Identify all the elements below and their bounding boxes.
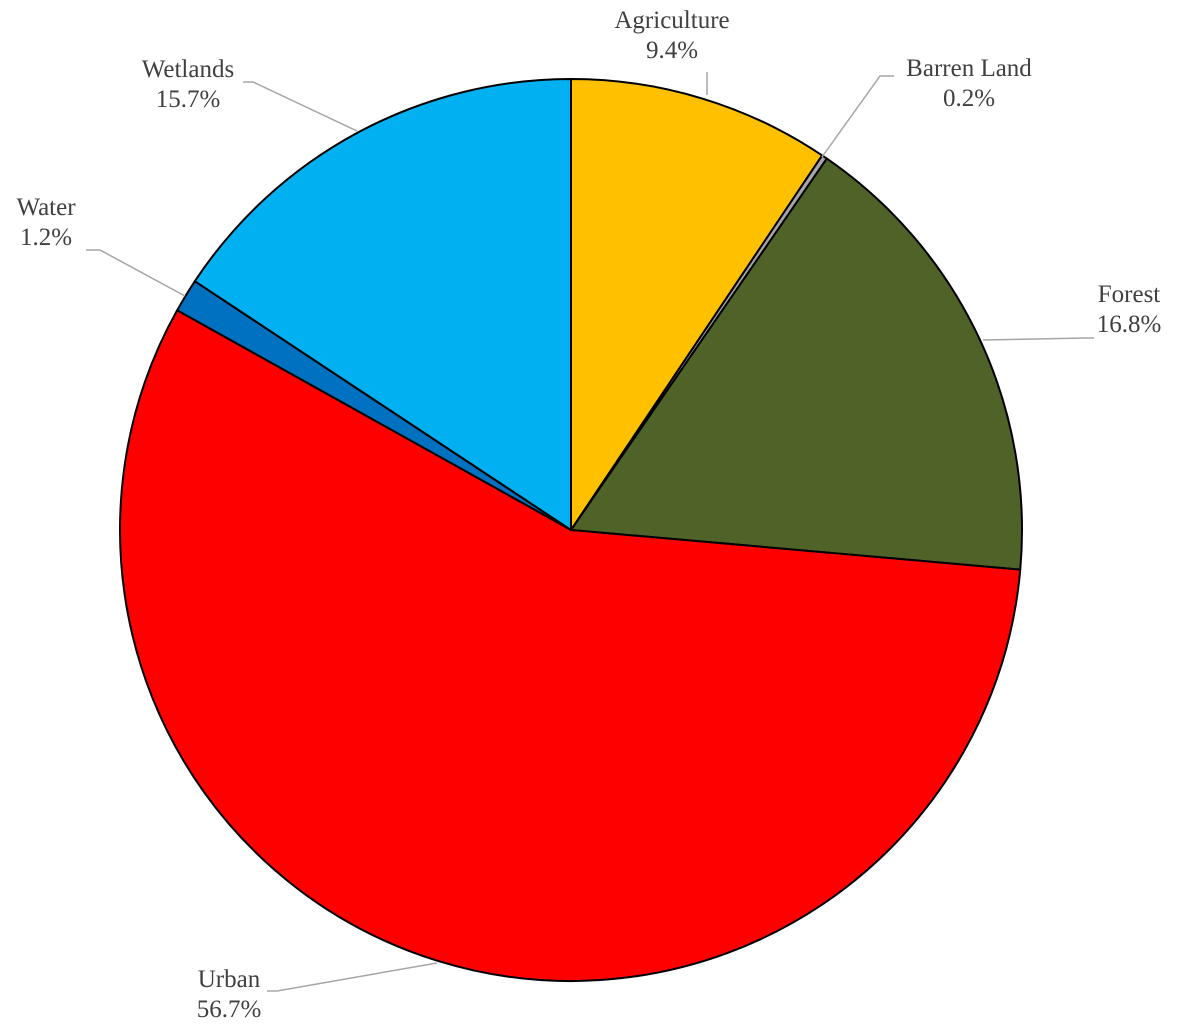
data-label-name-barren-land: Barren Land — [906, 55, 1032, 82]
pie-slice-agriculture — [570, 78, 824, 531]
leader-line-urban — [267, 962, 438, 992]
leader-lines — [86, 72, 1094, 992]
data-label-value-barren-land: 0.2% — [943, 85, 995, 112]
data-label-value-water: 1.2% — [20, 224, 72, 251]
data-label-name-forest: Forest — [1098, 281, 1161, 308]
data-label-value-agriculture: 9.4% — [646, 37, 698, 64]
data-label-name-wetlands: Wetlands — [142, 56, 234, 83]
data-label-name-water: Water — [16, 194, 76, 221]
data-label-value-forest: 16.8% — [1097, 311, 1162, 338]
pie-slice-forest — [570, 157, 1023, 571]
pie-slices — [119, 78, 1023, 982]
pie-slice-urban — [119, 309, 1022, 982]
leader-line-wetlands — [243, 81, 358, 132]
data-label-value-urban: 56.7% — [197, 996, 262, 1023]
data-label-name-urban: Urban — [198, 966, 261, 993]
data-label-name-agriculture: Agriculture — [614, 7, 729, 34]
data-label-value-wetlands: 15.7% — [156, 86, 221, 113]
leader-line-barren-land — [821, 75, 894, 158]
pie-slice-wetlands — [193, 78, 572, 531]
leader-line-water — [86, 249, 186, 297]
data-labels: Agriculture 9.4% Barren Land 0.2% Forest 16.8… — [16, 7, 1161, 1023]
leader-line-forest — [982, 337, 1094, 341]
